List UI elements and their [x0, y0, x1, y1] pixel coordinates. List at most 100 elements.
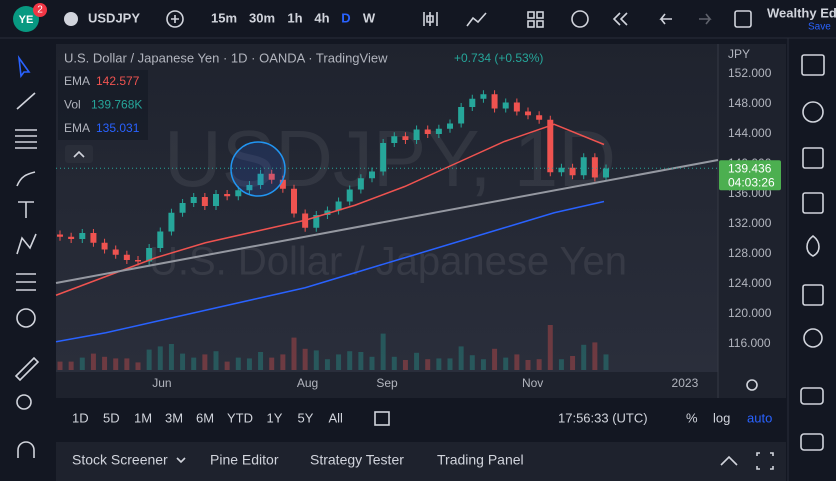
magnet-tool[interactable]	[17, 441, 35, 458]
axis-settings[interactable]	[746, 379, 758, 391]
bottom-tab[interactable]: Stock Screener	[72, 452, 168, 468]
pattern-tool[interactable]	[16, 233, 37, 255]
currency: JPY	[728, 47, 750, 61]
trend-line[interactable]	[55, 159, 719, 284]
collapse-legend[interactable]	[65, 145, 93, 163]
alerts[interactable]	[802, 101, 824, 123]
range[interactable]: 5D	[103, 410, 120, 425]
candle	[346, 189, 353, 202]
add-symbol[interactable]	[166, 10, 184, 28]
indicator-value: 135.031	[96, 121, 140, 135]
interval[interactable]: W	[363, 10, 376, 25]
interval[interactable]: D	[341, 10, 350, 25]
candle	[369, 171, 375, 179]
time-label: Nov	[522, 376, 543, 390]
forecast-tool[interactable]	[16, 273, 36, 291]
hotlists[interactable]	[806, 234, 820, 257]
legend-box	[58, 70, 148, 140]
candle	[123, 254, 130, 260]
interval[interactable]: 30m	[249, 10, 275, 25]
redo[interactable]	[699, 13, 712, 25]
auto[interactable]: auto	[747, 410, 772, 425]
account-name[interactable]: Wealthy Ed	[767, 5, 836, 20]
candle	[257, 173, 264, 185]
line-tool[interactable]	[16, 92, 36, 110]
price-tick-label: 144.000	[728, 126, 772, 140]
candle	[391, 136, 398, 143]
candle	[413, 129, 420, 140]
text-tool[interactable]	[18, 201, 34, 218]
bottom-tab[interactable]: Strategy Tester	[310, 452, 404, 468]
indicator-name: EMA	[64, 74, 90, 88]
candle	[547, 119, 554, 173]
symbol[interactable]: USDJPY	[88, 10, 140, 25]
bottom-tab[interactable]: Pine Editor	[210, 452, 279, 468]
range[interactable]: 6M	[196, 410, 214, 425]
indicator-name: Vol	[64, 98, 81, 112]
range[interactable]: 3M	[165, 410, 183, 425]
chart-type[interactable]	[423, 12, 438, 26]
price-tick-label: 128.000	[728, 246, 772, 260]
zoom-tool[interactable]	[16, 394, 32, 410]
circle-drawing[interactable]	[230, 141, 286, 197]
range[interactable]: YTD	[227, 410, 253, 425]
last-price: 139.436	[728, 161, 772, 175]
logo[interactable]	[13, 6, 39, 32]
badge-count: 2	[37, 5, 43, 16]
chats[interactable]	[800, 387, 824, 405]
measure-tool[interactable]	[14, 356, 40, 382]
candle	[558, 167, 565, 173]
ema-fast-line	[55, 123, 605, 296]
data-window[interactable]	[802, 192, 824, 214]
save[interactable]: Save	[808, 22, 831, 33]
interval[interactable]: 4h	[314, 10, 329, 25]
candle	[179, 203, 186, 213]
price-tick-label: 152.000	[728, 66, 772, 80]
candle	[458, 107, 465, 124]
top-bar: YE 2 USDJPY Wealthy Ed Save	[13, 3, 836, 33]
legend-title: U.S. Dollar / Japanese Yen · 1D · OANDA …	[64, 50, 388, 65]
streams[interactable]	[800, 433, 824, 451]
candle	[279, 179, 286, 189]
panel-maximize[interactable]	[756, 452, 774, 470]
brush-tool[interactable]	[16, 171, 36, 187]
range[interactable]: All	[329, 410, 344, 425]
candle	[525, 111, 531, 116]
interval[interactable]: 15m	[211, 10, 237, 25]
price-axis	[718, 44, 786, 372]
candle	[569, 167, 576, 176]
range[interactable]: 1D	[72, 410, 89, 425]
candle	[580, 157, 587, 176]
date-range-icon[interactable]	[374, 411, 390, 426]
ideas[interactable]	[803, 328, 823, 348]
percent[interactable]: %	[686, 410, 698, 425]
last-price-box	[719, 160, 781, 191]
price-tick-label: 132.000	[728, 216, 772, 230]
replay[interactable]	[612, 12, 628, 26]
log[interactable]: log	[713, 410, 730, 425]
fib-tool[interactable]	[15, 129, 37, 149]
clock[interactable]: 17:56:33 (UTC)	[558, 410, 648, 425]
range[interactable]: 1M	[134, 410, 152, 425]
candle	[213, 194, 219, 206]
panel-collapse[interactable]	[720, 455, 738, 466]
range[interactable]: 5Y	[298, 410, 314, 425]
layout-icon[interactable]	[527, 11, 535, 19]
interval[interactable]: 1h	[287, 10, 302, 25]
cursor-tool[interactable]	[17, 55, 31, 79]
fullscreen[interactable]	[734, 10, 752, 28]
watchlist[interactable]	[801, 54, 825, 76]
news[interactable]	[802, 147, 824, 169]
undo[interactable]	[659, 13, 672, 25]
screener-chevron	[176, 457, 186, 464]
left-toolbar	[14, 55, 40, 458]
time-label: Sep	[376, 376, 398, 390]
range[interactable]: 1Y	[267, 410, 283, 425]
alert[interactable]	[571, 10, 589, 28]
candle	[79, 233, 86, 239]
candle	[402, 136, 409, 140]
indicators[interactable]	[466, 12, 487, 27]
icon-tool[interactable]	[16, 308, 36, 328]
calendar[interactable]	[802, 284, 824, 306]
bottom-tab[interactable]: Trading Panel	[437, 452, 524, 468]
